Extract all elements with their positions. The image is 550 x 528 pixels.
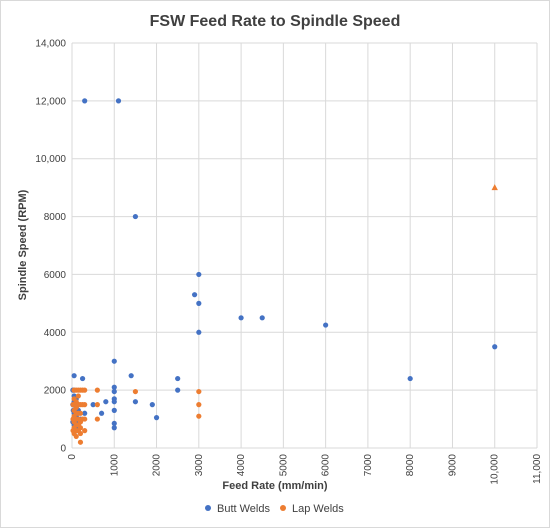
- legend-label-lap-welds: Lap Welds: [292, 503, 344, 515]
- data-point-lap-welds: [196, 388, 202, 395]
- data-point-butt-welds: [196, 300, 202, 306]
- data-point-butt-welds: [149, 402, 155, 408]
- data-point-butt-welds: [98, 410, 105, 416]
- data-point-lap-welds: [94, 416, 100, 422]
- data-point-butt-welds: [259, 315, 265, 321]
- legend-marker-lap-welds: [280, 505, 286, 511]
- x-tick-label: 9000: [447, 454, 458, 477]
- y-tick-label: 6000: [44, 270, 67, 281]
- y-axis-title: Spindle Speed (RPM): [17, 189, 29, 300]
- data-point-lap-welds: [196, 402, 202, 408]
- data-point-butt-welds: [82, 98, 88, 104]
- data-point-butt-welds: [111, 425, 117, 431]
- y-tick-label: 0: [60, 444, 66, 455]
- y-tick-label: 14,000: [35, 39, 66, 50]
- chart-title: FSW Feed Rate to Spindle Speed: [150, 13, 401, 30]
- gridlines: [71, 42, 538, 449]
- x-tick-label: 3000: [194, 454, 205, 477]
- x-tick-label: 2000: [152, 454, 163, 477]
- data-point-butt-welds: [132, 399, 139, 405]
- x-axis-title: Feed Rate (mm/min): [222, 480, 327, 492]
- data-point-butt-welds: [323, 322, 329, 328]
- data-point-butt-welds: [111, 384, 117, 390]
- x-axis-ticks: 0 1000 2000 3000 4000 5000 6000 7000 8000 9000 10,…: [67, 454, 543, 485]
- data-point-lap-welds: [70, 416, 76, 422]
- data-point-butt-welds: [71, 373, 77, 379]
- data-point-lap-welds: [71, 407, 77, 413]
- x-tick-label: 6000: [321, 454, 332, 477]
- y-tick-label: 12,000: [35, 96, 66, 107]
- data-point-lap-welds: [94, 402, 100, 408]
- data-point-lap-welds: [196, 413, 202, 419]
- y-tick-label: 10,000: [35, 154, 66, 165]
- x-tick-label: 5000: [278, 454, 289, 477]
- y-axis-ticks: 0 2000 4000 6000 8000 10,000 12,000 14,000: [35, 39, 66, 455]
- legend-label-butt-welds: Butt Welds: [217, 503, 270, 515]
- data-points: [70, 98, 498, 445]
- legend: Butt Welds Lap Welds: [205, 503, 344, 515]
- x-tick-label: 7000: [363, 454, 374, 477]
- data-point-butt-welds: [111, 420, 117, 427]
- data-point-butt-welds: [153, 415, 160, 421]
- data-point-butt-welds: [175, 387, 181, 393]
- data-point-butt-welds: [196, 271, 202, 278]
- data-point-butt-welds: [191, 292, 198, 298]
- x-tick-label: 11,000: [532, 454, 543, 484]
- data-point-lap-welds: [77, 439, 84, 445]
- data-point-butt-welds: [128, 373, 134, 379]
- data-point-butt-welds: [132, 213, 139, 220]
- data-point-lap-welds: [132, 388, 139, 395]
- data-point-butt-welds: [492, 344, 498, 350]
- data-point-lap-welds: [491, 184, 498, 191]
- data-point-butt-welds: [111, 388, 117, 395]
- x-tick-label: 1000: [109, 454, 120, 477]
- data-point-butt-welds: [82, 410, 88, 416]
- x-tick-label: 8000: [405, 454, 416, 477]
- legend-marker-butt-welds: [205, 505, 211, 511]
- x-tick-label: 10,000: [490, 454, 501, 485]
- data-point-lap-welds: [82, 428, 88, 434]
- data-point-butt-welds: [111, 399, 117, 405]
- data-point-lap-welds: [70, 428, 76, 434]
- data-point-butt-welds: [196, 329, 202, 335]
- y-tick-label: 8000: [44, 212, 67, 223]
- x-tick-label: 0: [67, 454, 78, 460]
- data-point-lap-welds: [71, 396, 77, 402]
- data-point-butt-welds: [79, 375, 86, 382]
- data-point-lap-welds: [70, 402, 76, 408]
- data-point-butt-welds: [407, 375, 413, 382]
- y-tick-label: 2000: [44, 386, 67, 397]
- data-point-lap-welds: [94, 387, 100, 393]
- data-point-butt-welds: [111, 407, 117, 413]
- y-tick-label: 4000: [44, 328, 67, 339]
- data-point-butt-welds: [103, 399, 109, 405]
- data-point-lap-welds: [71, 387, 77, 393]
- data-point-butt-welds: [175, 375, 181, 382]
- data-point-lap-welds: [75, 393, 81, 399]
- data-point-butt-welds: [90, 402, 96, 408]
- data-point-butt-welds: [111, 358, 117, 364]
- data-point-butt-welds: [115, 98, 122, 104]
- x-tick-label: 4000: [236, 454, 247, 477]
- data-point-butt-welds: [238, 315, 244, 321]
